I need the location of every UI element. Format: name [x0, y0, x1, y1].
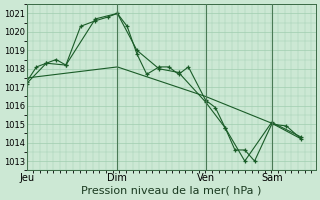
X-axis label: Pression niveau de la mer( hPa ): Pression niveau de la mer( hPa ) [81, 186, 261, 196]
